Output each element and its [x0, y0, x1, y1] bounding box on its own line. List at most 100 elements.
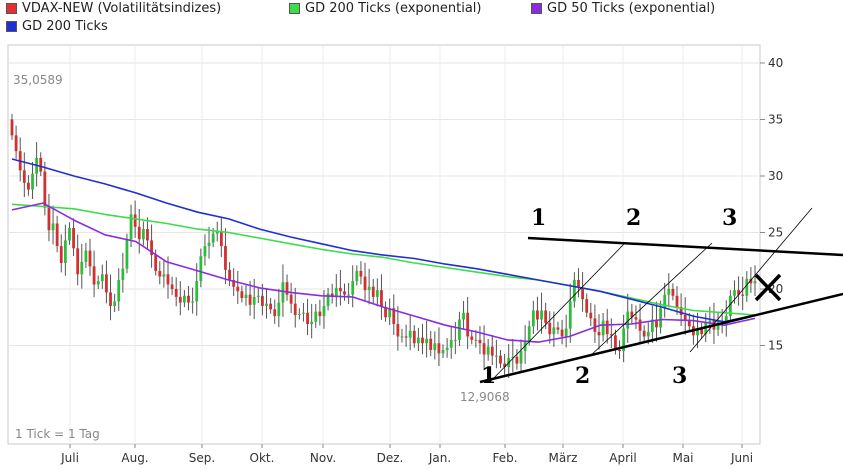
candle-body	[203, 246, 207, 257]
candle-body	[589, 312, 593, 319]
candle	[642, 325, 646, 341]
candle	[236, 270, 240, 304]
candle-body	[687, 320, 691, 327]
wave-label-upper-2: 2	[626, 205, 641, 231]
candle-body	[154, 255, 158, 271]
candle	[84, 242, 88, 269]
candle-body	[593, 318, 597, 332]
x-tick-label-11: Juni	[730, 451, 753, 465]
candle-body	[552, 327, 556, 335]
candle-body	[527, 326, 531, 341]
candle	[224, 228, 227, 285]
candle	[609, 318, 613, 348]
candle	[470, 330, 474, 345]
candle	[630, 303, 634, 324]
wave-label-upper-1: 1	[531, 205, 546, 231]
x-tick-label-1: Aug.	[121, 451, 148, 465]
candle	[564, 314, 568, 348]
candle	[511, 338, 515, 373]
candle	[355, 265, 359, 286]
candle-body	[343, 291, 346, 295]
candle-body	[671, 289, 675, 296]
legend-label-gd50-exp: GD 50 Ticks (exponential)	[547, 1, 716, 16]
candle	[113, 293, 117, 313]
candle-body	[494, 355, 498, 357]
candle	[700, 322, 704, 339]
candle	[540, 292, 543, 334]
candle-body	[634, 317, 638, 320]
candle	[232, 268, 236, 297]
candle-body	[326, 293, 330, 306]
candle-body	[51, 223, 55, 231]
candle-body	[663, 294, 667, 309]
candle	[363, 262, 367, 302]
legend-label-gd200-exp: GD 200 Ticks (exponential)	[305, 1, 482, 16]
candle-body	[129, 214, 133, 240]
candle	[256, 288, 260, 304]
candle-body	[466, 312, 470, 337]
candle-body	[696, 328, 699, 336]
candle	[626, 293, 630, 343]
candle-body	[478, 339, 482, 344]
candle-body	[248, 294, 252, 305]
candle	[671, 283, 675, 301]
annotations: 35,0589 12,9068 1 Tick = 1 Tag 1 2 3 1 2…	[13, 73, 737, 441]
candle	[269, 298, 273, 314]
candle	[425, 320, 429, 358]
channel-line-3	[689, 207, 813, 353]
candle	[741, 276, 745, 311]
candle-body	[416, 337, 420, 344]
candle	[728, 290, 732, 321]
legend-item-vdax: VDAX-NEW (Volatilitätsindizes)	[6, 1, 221, 16]
candle-body	[338, 287, 342, 292]
candle	[10, 113, 14, 140]
candle	[486, 338, 490, 361]
candle-body	[47, 207, 51, 231]
candle-body	[597, 331, 601, 336]
x-tick-label-8: März	[549, 451, 578, 465]
candle-body	[133, 214, 137, 227]
candle	[552, 311, 556, 347]
candle	[618, 340, 621, 359]
x-tick-label-3: Okt.	[250, 451, 275, 465]
candle	[548, 311, 552, 344]
candle-body	[733, 290, 736, 296]
candle-body	[232, 279, 236, 287]
candle-body	[737, 290, 740, 295]
candle	[745, 271, 749, 302]
candle-body	[449, 339, 453, 348]
series-line-3	[11, 158, 756, 323]
candle	[605, 308, 609, 344]
candle	[343, 283, 346, 301]
candle	[388, 298, 392, 326]
candle-body	[215, 231, 219, 234]
upper-trendline	[527, 236, 843, 257]
candle-body	[265, 303, 268, 306]
candle	[109, 274, 112, 321]
candle	[499, 350, 502, 369]
candle-body	[568, 301, 572, 329]
candle-body	[55, 223, 59, 247]
candle	[121, 252, 125, 293]
candle	[117, 268, 121, 311]
candle-body	[609, 334, 613, 336]
candle	[195, 263, 199, 316]
candle	[105, 260, 108, 304]
candle	[178, 281, 182, 316]
candle	[568, 283, 572, 343]
candle-body	[183, 295, 186, 303]
candle	[429, 331, 433, 357]
candle-body	[515, 356, 519, 364]
legend-label-vdax: VDAX-NEW (Volatilitätsindizes)	[22, 1, 222, 16]
candle-body	[31, 173, 34, 190]
candle	[380, 274, 383, 320]
candle	[162, 260, 166, 288]
candle-body	[211, 233, 215, 243]
candle	[359, 261, 363, 285]
candle	[597, 314, 601, 350]
candle-body	[166, 274, 170, 285]
x-tick-label-2: Sep.	[189, 451, 215, 465]
candle-body	[141, 229, 145, 240]
